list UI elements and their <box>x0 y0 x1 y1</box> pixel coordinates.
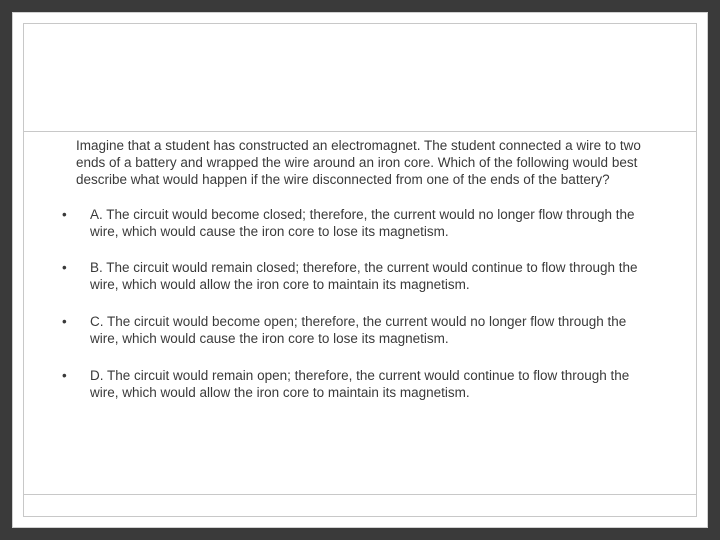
bullet-icon: • <box>62 314 90 348</box>
bullet-icon: • <box>62 260 90 294</box>
option-c: • C. The circuit would become open; ther… <box>62 314 658 348</box>
slide-inner-frame: Imagine that a student has constructed a… <box>23 23 697 517</box>
option-a: • A. The circuit would become closed; th… <box>62 207 658 241</box>
slide-footer-band <box>24 494 696 516</box>
option-a-text: A. The circuit would become closed; ther… <box>90 207 658 241</box>
option-d-text: D. The circuit would remain open; theref… <box>90 368 658 402</box>
option-b-text: B. The circuit would remain closed; ther… <box>90 260 658 294</box>
option-d: • D. The circuit would remain open; ther… <box>62 368 658 402</box>
slide-content: Imagine that a student has constructed a… <box>24 132 696 402</box>
question-text: Imagine that a student has constructed a… <box>62 138 658 189</box>
bullet-icon: • <box>62 207 90 241</box>
option-c-text: C. The circuit would become open; theref… <box>90 314 658 348</box>
slide-outer-frame: Imagine that a student has constructed a… <box>12 12 708 528</box>
option-b: • B. The circuit would remain closed; th… <box>62 260 658 294</box>
slide-header-area <box>24 24 696 132</box>
bullet-icon: • <box>62 368 90 402</box>
